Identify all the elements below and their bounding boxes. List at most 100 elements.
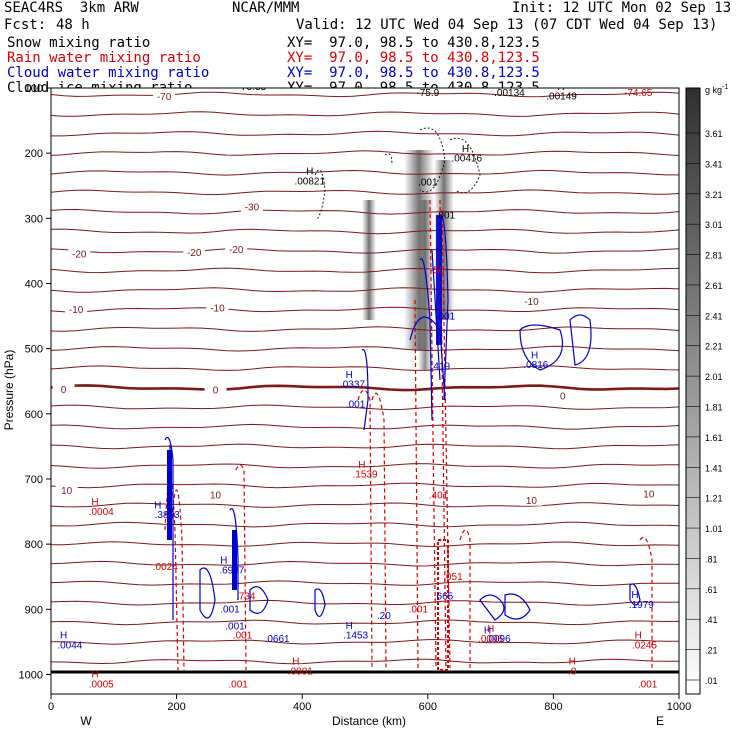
colorbar-label: .01 [705,676,718,686]
cloud-contour-5 [249,586,269,614]
isotherm [51,482,679,489]
ice-contour-1 [314,169,326,221]
contour-annotation: .6987 [219,565,244,576]
isotherm-label: 10 [210,491,222,502]
contour-annotation: .001 [220,605,240,616]
snow-shading-1 [362,200,376,320]
contour-annotation: .20 [377,611,391,622]
isotherm-label-bg [240,200,263,213]
isotherm [51,658,679,665]
contour-annotation: -50 [430,266,445,277]
valid-time: Valid: 12 UTC Wed 04 Sep 13 (07 CDT Wed … [296,17,718,33]
contour-annotation: H [154,500,161,511]
contour-annotation: .401 [429,491,449,502]
rain-contour-5 [371,392,387,669]
contour-annotation: .1979 [629,600,654,611]
colorbar-label: 1.21 [705,494,723,504]
x-tick-label: 600 [419,701,437,713]
model-name: SEAC4RS 3km ARW [4,0,139,16]
rain-contour-4 [357,389,373,669]
cloud-contour-15 [504,593,531,620]
colorbar-label: 1.01 [705,524,723,534]
isotherm-label-bg [225,242,248,255]
contour-annotation: .001 [225,621,245,632]
isotherm-label-bg [68,247,91,260]
colorbar-label: 2.21 [705,342,723,352]
y-tick-label: 700 [25,474,43,486]
isotherm [51,150,679,156]
isotherm-label-bg [520,493,543,506]
isotherm-label: 10 [61,486,73,497]
colorbar-label: 3.61 [705,129,723,139]
isotherm [51,345,679,352]
isotherm-label-bg [65,302,88,315]
isotherm [51,208,679,215]
isotherm-label: -10 [524,297,539,308]
init-time: Init: 12 UTC Mon 02 Sep 13 [512,0,732,16]
isotherm-lines [51,91,679,665]
colorbar-ticks: 3.61 3.41 3.21 3.01 2.81 2.61 2.41 2.21 2.01 1.81… [686,129,723,686]
ice-contour-2 [384,153,393,166]
contour-annotation: .0096 [486,634,511,645]
isotherm-label: -20 [229,245,244,256]
contour-annotation: .00134 [494,88,525,99]
isotherm-label: -20 [187,248,202,259]
contour-annotation: .734 [236,592,256,603]
contour-annotation: H [631,590,638,601]
isotherm-label-bg [52,383,75,395]
forecast-label: Fcst: [4,17,47,33]
cloud-contour-3 [229,508,239,600]
isotherm-label: 10 [643,489,655,500]
isotherm [51,169,679,176]
contour-annotation: .001 [436,210,456,221]
isotherm [51,111,679,117]
colorbar-unit: g kg-1 [705,84,728,95]
isotherm [51,189,679,196]
isotherm [51,423,679,430]
x-tick-label: 0 [48,701,54,713]
isotherm-label-bg [204,488,227,501]
contour-annotation: .051 [443,572,463,583]
field-label-cloud-water: Cloud water mixing ratio [7,65,210,81]
plot-area [51,88,679,694]
contour-annotation: H [569,657,576,668]
contour-annotation: .1539 [352,470,377,481]
isotherm [51,541,679,547]
center-name: NCAR/MMM [232,0,300,16]
contour-annotation: -75.9 [416,88,439,99]
cloud-contour-8 [419,258,433,421]
contour-annotation: H [346,370,353,381]
contour-annotation: H [531,350,538,361]
y-tick-label: 400 [25,278,43,290]
x-tick-label: 1000 [667,701,691,713]
y-tick-label: 500 [25,344,43,356]
isotherm-label: -20 [72,249,87,260]
contour-annotation: .1453 [343,631,368,642]
colorbar-label: .61 [705,585,718,595]
x-axis: 0 200 400 600 800 1000 [48,694,691,713]
contour-annotation: H [292,657,299,668]
colorbar-label: .21 [705,646,718,656]
contour-annotation: .001 [409,605,429,616]
contour-annotation: H [91,670,98,681]
isotherm [51,560,679,567]
colorbar-label: 3.01 [705,220,723,230]
colorbar-label: 2.81 [705,251,723,261]
isotherm-label: 0 [560,392,566,403]
contour-annotation: H [346,621,353,632]
isotherm-label-bg [153,89,176,102]
isotherm [51,306,679,313]
y-tick-label: 1000 [19,669,43,681]
isotherm-label-bg [183,246,206,259]
isotherm [51,619,679,626]
colorbar-label: 1.61 [705,433,723,443]
rain-contour-11 [639,536,653,668]
y-tick-label: 900 [25,604,43,616]
y-tick-label: 200 [25,148,43,160]
colorbar-label: 3.21 [705,190,723,200]
isotherm-label-bg [551,389,574,402]
contour-annotation: H [635,631,642,642]
colorbar-label: .81 [705,554,718,564]
isotherm [51,639,679,645]
plot-content: -70 -30 -20 -20 -20 -10 -10 -10 0 0 0 10 10 10 10 -75.3… [51,88,679,690]
